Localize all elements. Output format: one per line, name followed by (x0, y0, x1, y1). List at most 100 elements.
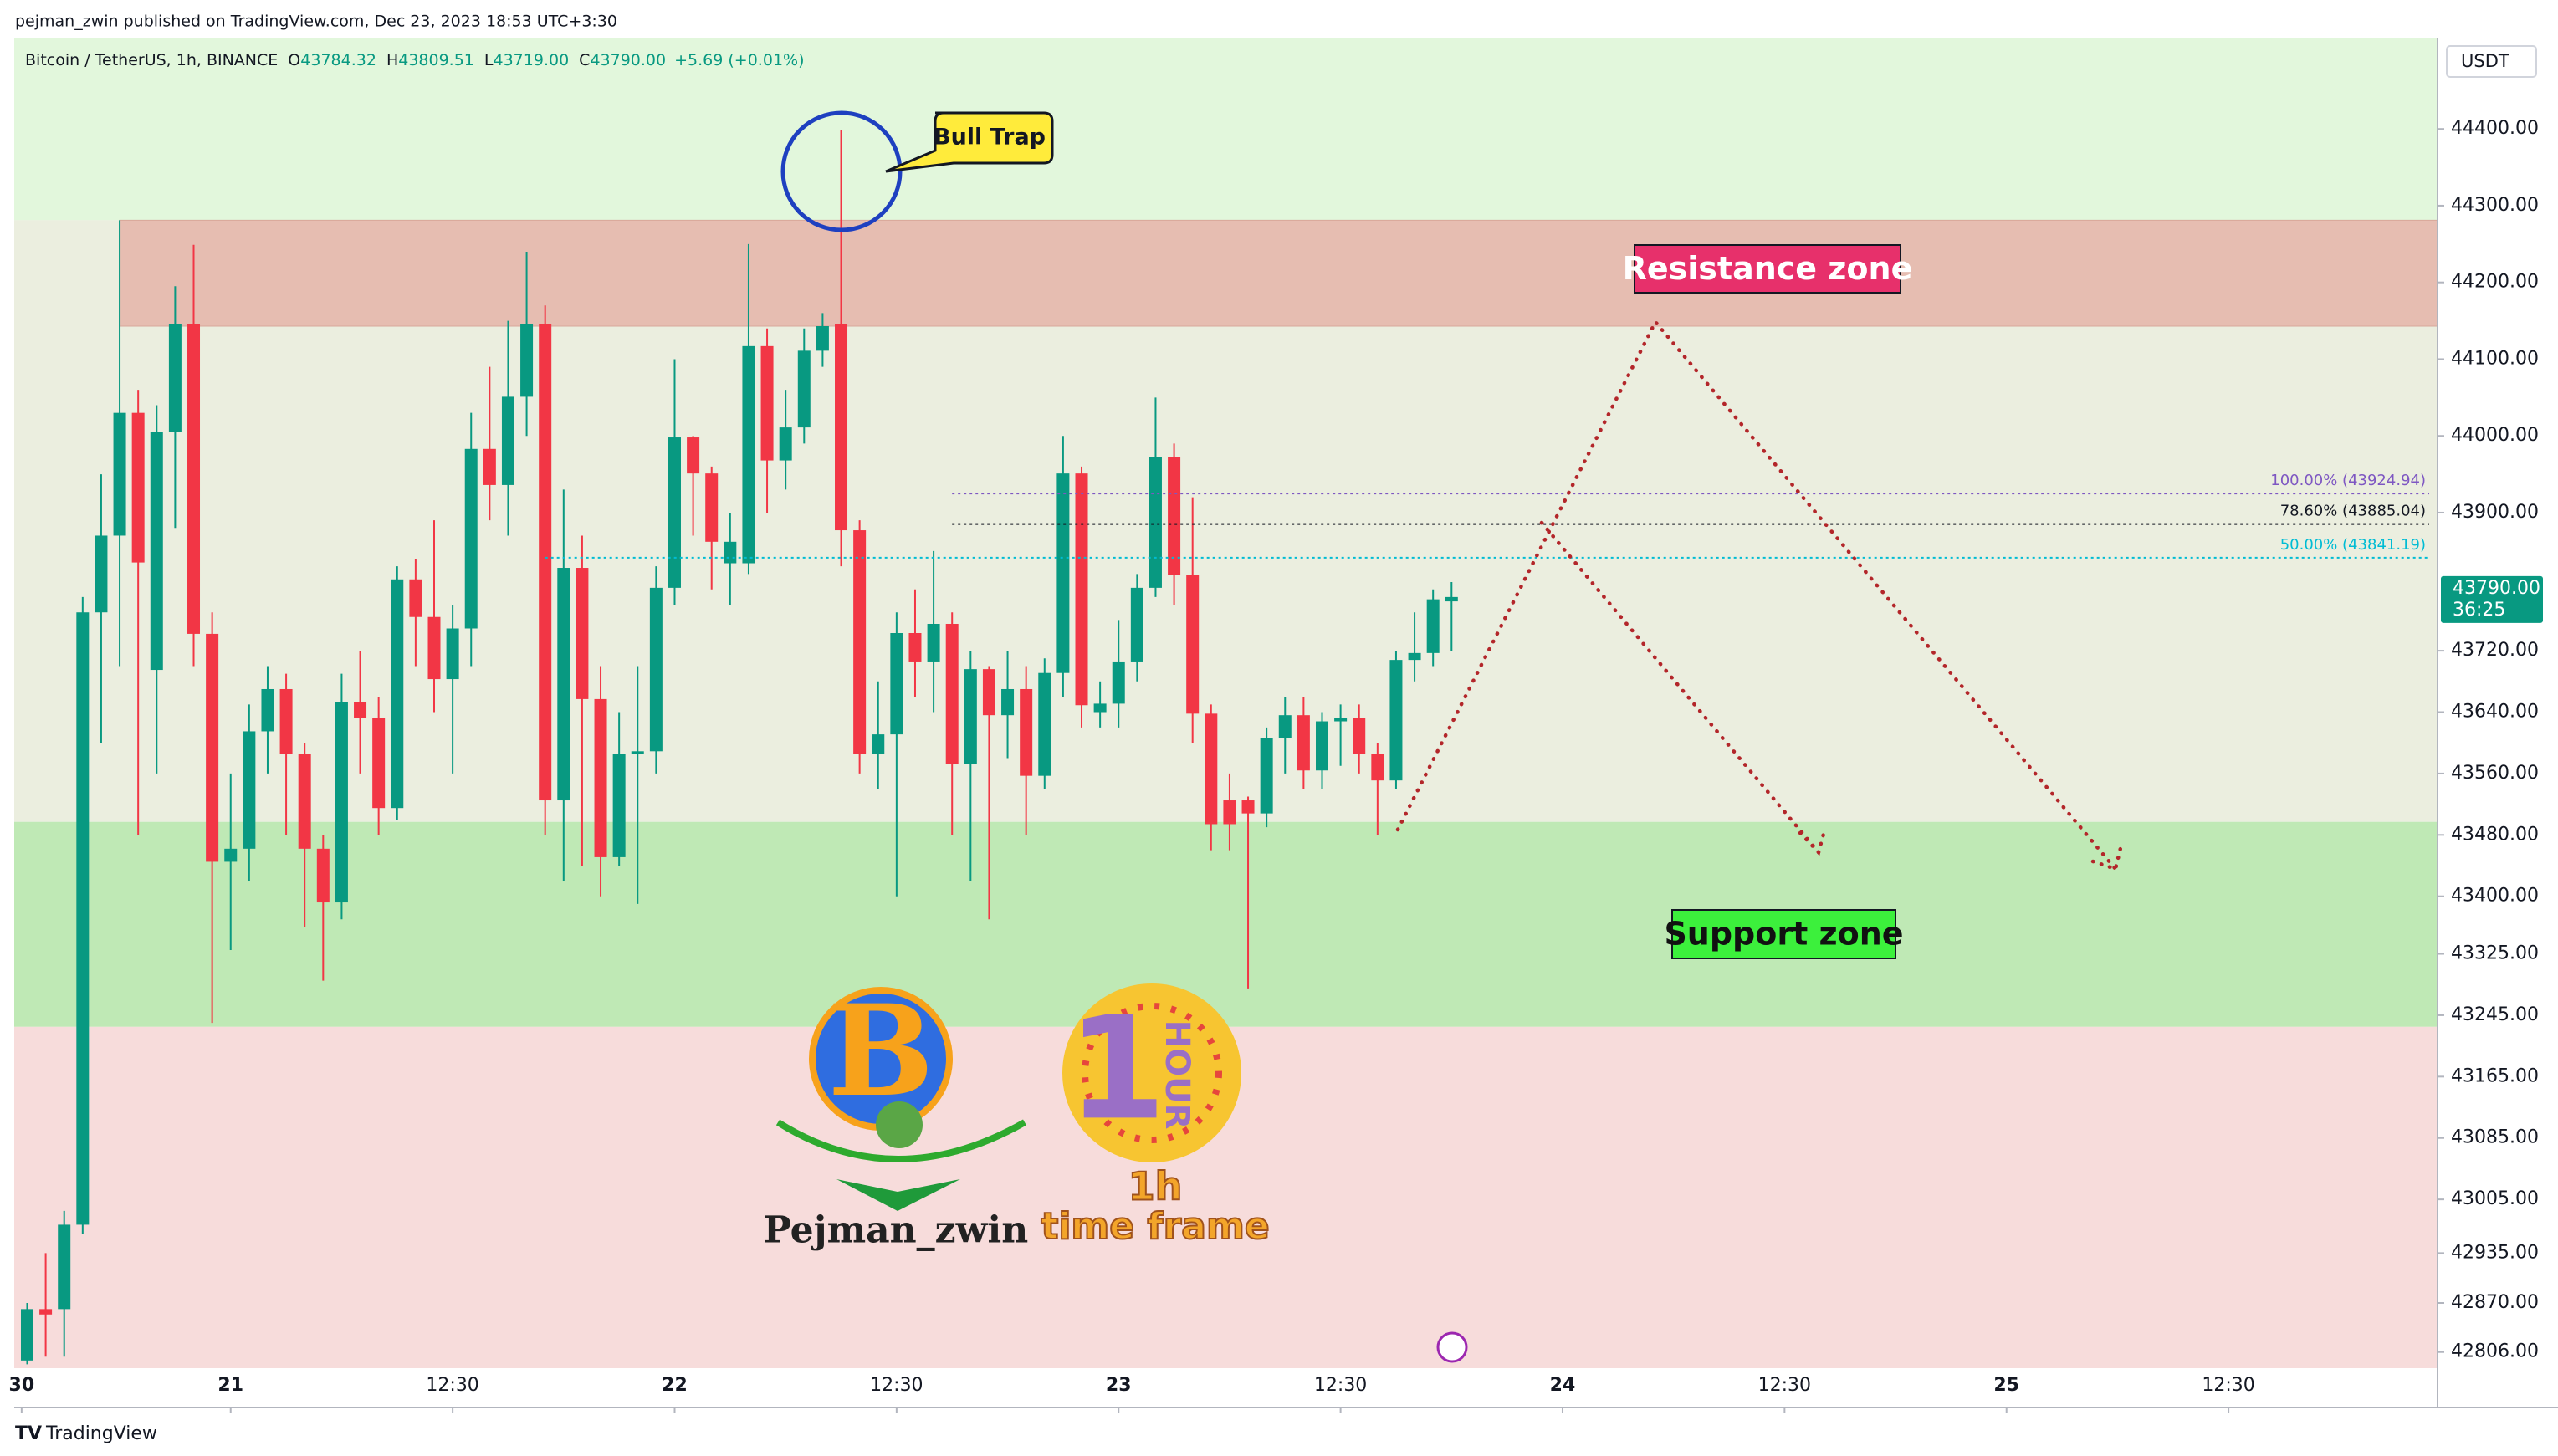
zone-label: Support zone (1664, 916, 1903, 953)
candle-body (612, 754, 626, 857)
candle-body (150, 432, 163, 671)
candle-body (1371, 754, 1384, 781)
legend-item: O (288, 51, 300, 69)
legend-item: H (386, 51, 398, 69)
candle-body (1260, 738, 1273, 814)
candle-body (1426, 599, 1440, 653)
candle-body (298, 754, 311, 849)
candle-body (409, 579, 422, 617)
candle-body (835, 324, 848, 531)
symbol-legend: Bitcoin / TetherUS, 1h, BINANCE O43784.32… (25, 51, 805, 69)
candle-body (908, 633, 922, 662)
zone-label-box (1634, 244, 1901, 294)
legend-item: 43784.32 (300, 51, 376, 69)
candle-body (1389, 660, 1403, 781)
y-tick-label: 42935.00 (2451, 1242, 2539, 1263)
candle-body (945, 623, 959, 764)
y-tick-label: 43005.00 (2451, 1188, 2539, 1209)
candle-body (1020, 688, 1033, 776)
fib-label: 78.60% (43885.04) (2280, 503, 2426, 520)
support-zone (14, 821, 2438, 1027)
x-tick-label: 23 (1106, 1375, 1132, 1396)
legend-item: 43790.00 (590, 51, 666, 69)
currency-box[interactable] (2446, 45, 2537, 78)
candle-body (20, 1309, 33, 1361)
candle-body (1056, 473, 1070, 673)
logo-b: B (828, 978, 934, 1125)
zone-label-box (1671, 909, 1896, 959)
candle-body (705, 473, 719, 542)
y-tick-label: 42870.00 (2451, 1292, 2539, 1313)
last-price: 43790.00 (2453, 578, 2540, 599)
candle-body (687, 437, 700, 474)
candle-body (1445, 596, 1458, 602)
y-tick-label: 44400.00 (2451, 118, 2539, 139)
y-tick-label: 44300.00 (2451, 195, 2539, 216)
candle-body (594, 698, 607, 857)
candle-body (982, 669, 995, 716)
candle-body (464, 448, 478, 629)
candle-body (1241, 800, 1255, 814)
candle-body (224, 848, 238, 862)
candle-body (95, 535, 108, 613)
y-tick-label: 43640.00 (2451, 702, 2539, 723)
candle-body (446, 628, 459, 680)
candle-body (1038, 672, 1051, 776)
x-tick-label: 21 (217, 1375, 243, 1396)
bull-trap-label: Bull Trap (934, 125, 1046, 151)
candle-body (316, 848, 330, 903)
author-logo: B Pejman_zwin (764, 978, 1028, 1252)
countdown: 36:25 (2453, 600, 2505, 621)
y-tick-label: 43480.00 (2451, 824, 2539, 845)
fib-label: 50.00% (43841.19) (2280, 536, 2426, 554)
logo-arc (775, 1119, 1026, 1162)
legend-item: L (484, 51, 494, 69)
arrow-head (2090, 842, 2124, 871)
logo-name: Pejman_zwin (764, 1209, 1028, 1252)
candle-body (520, 324, 534, 397)
candle-body (131, 412, 145, 563)
y-tick-label: 43165.00 (2451, 1065, 2539, 1086)
candle-body (1075, 473, 1088, 706)
candle-body (1297, 715, 1310, 771)
y-tick-label: 42806.00 (2451, 1341, 2539, 1362)
logo-fig (876, 1101, 923, 1148)
candle-body (779, 427, 792, 461)
logo-leaf (836, 1179, 960, 1211)
candle-body (649, 587, 663, 752)
candle-body (872, 734, 885, 754)
lightning-icon[interactable] (1436, 1331, 1468, 1363)
candle-body (1315, 721, 1328, 771)
x-tick-label: 24 (1550, 1375, 1576, 1396)
bull-trap-callout (885, 111, 1054, 173)
fib-label: 100.00% (43924.94) (2270, 472, 2426, 489)
candle-body (279, 688, 293, 754)
legend-item: +5.69 (+0.01%) (674, 51, 804, 69)
legend-item: 43719.00 (494, 51, 570, 69)
x-tick-label: 12:30 (426, 1375, 478, 1396)
x-tick-label: 22 (662, 1375, 688, 1396)
y-tick-label: 44100.00 (2451, 348, 2539, 369)
candle-body (168, 324, 182, 432)
candle-body (39, 1309, 53, 1315)
candle-body (372, 718, 386, 809)
hour-ring (1082, 1003, 1222, 1143)
candle-body (760, 345, 774, 461)
projection-main (1395, 318, 2118, 871)
resistance-zone (119, 219, 2438, 327)
candle-body (206, 633, 219, 862)
y-tick-label: 43085.00 (2451, 1127, 2539, 1148)
x-tick-label: 12:30 (2202, 1375, 2254, 1396)
candle-body (427, 616, 441, 680)
arrow-head (1798, 825, 1828, 856)
candle-body (964, 669, 977, 764)
candle-body (1205, 713, 1218, 825)
candle-body (1278, 715, 1292, 738)
candle-body (58, 1224, 71, 1310)
band-top (14, 38, 2438, 221)
candle-body (1186, 575, 1200, 714)
timeframe-logo: 1 HOUR 1h time frame (1040, 983, 1271, 1249)
candle-body (724, 541, 737, 564)
hour-one: 1 (1067, 986, 1166, 1152)
candle-body (853, 530, 867, 754)
